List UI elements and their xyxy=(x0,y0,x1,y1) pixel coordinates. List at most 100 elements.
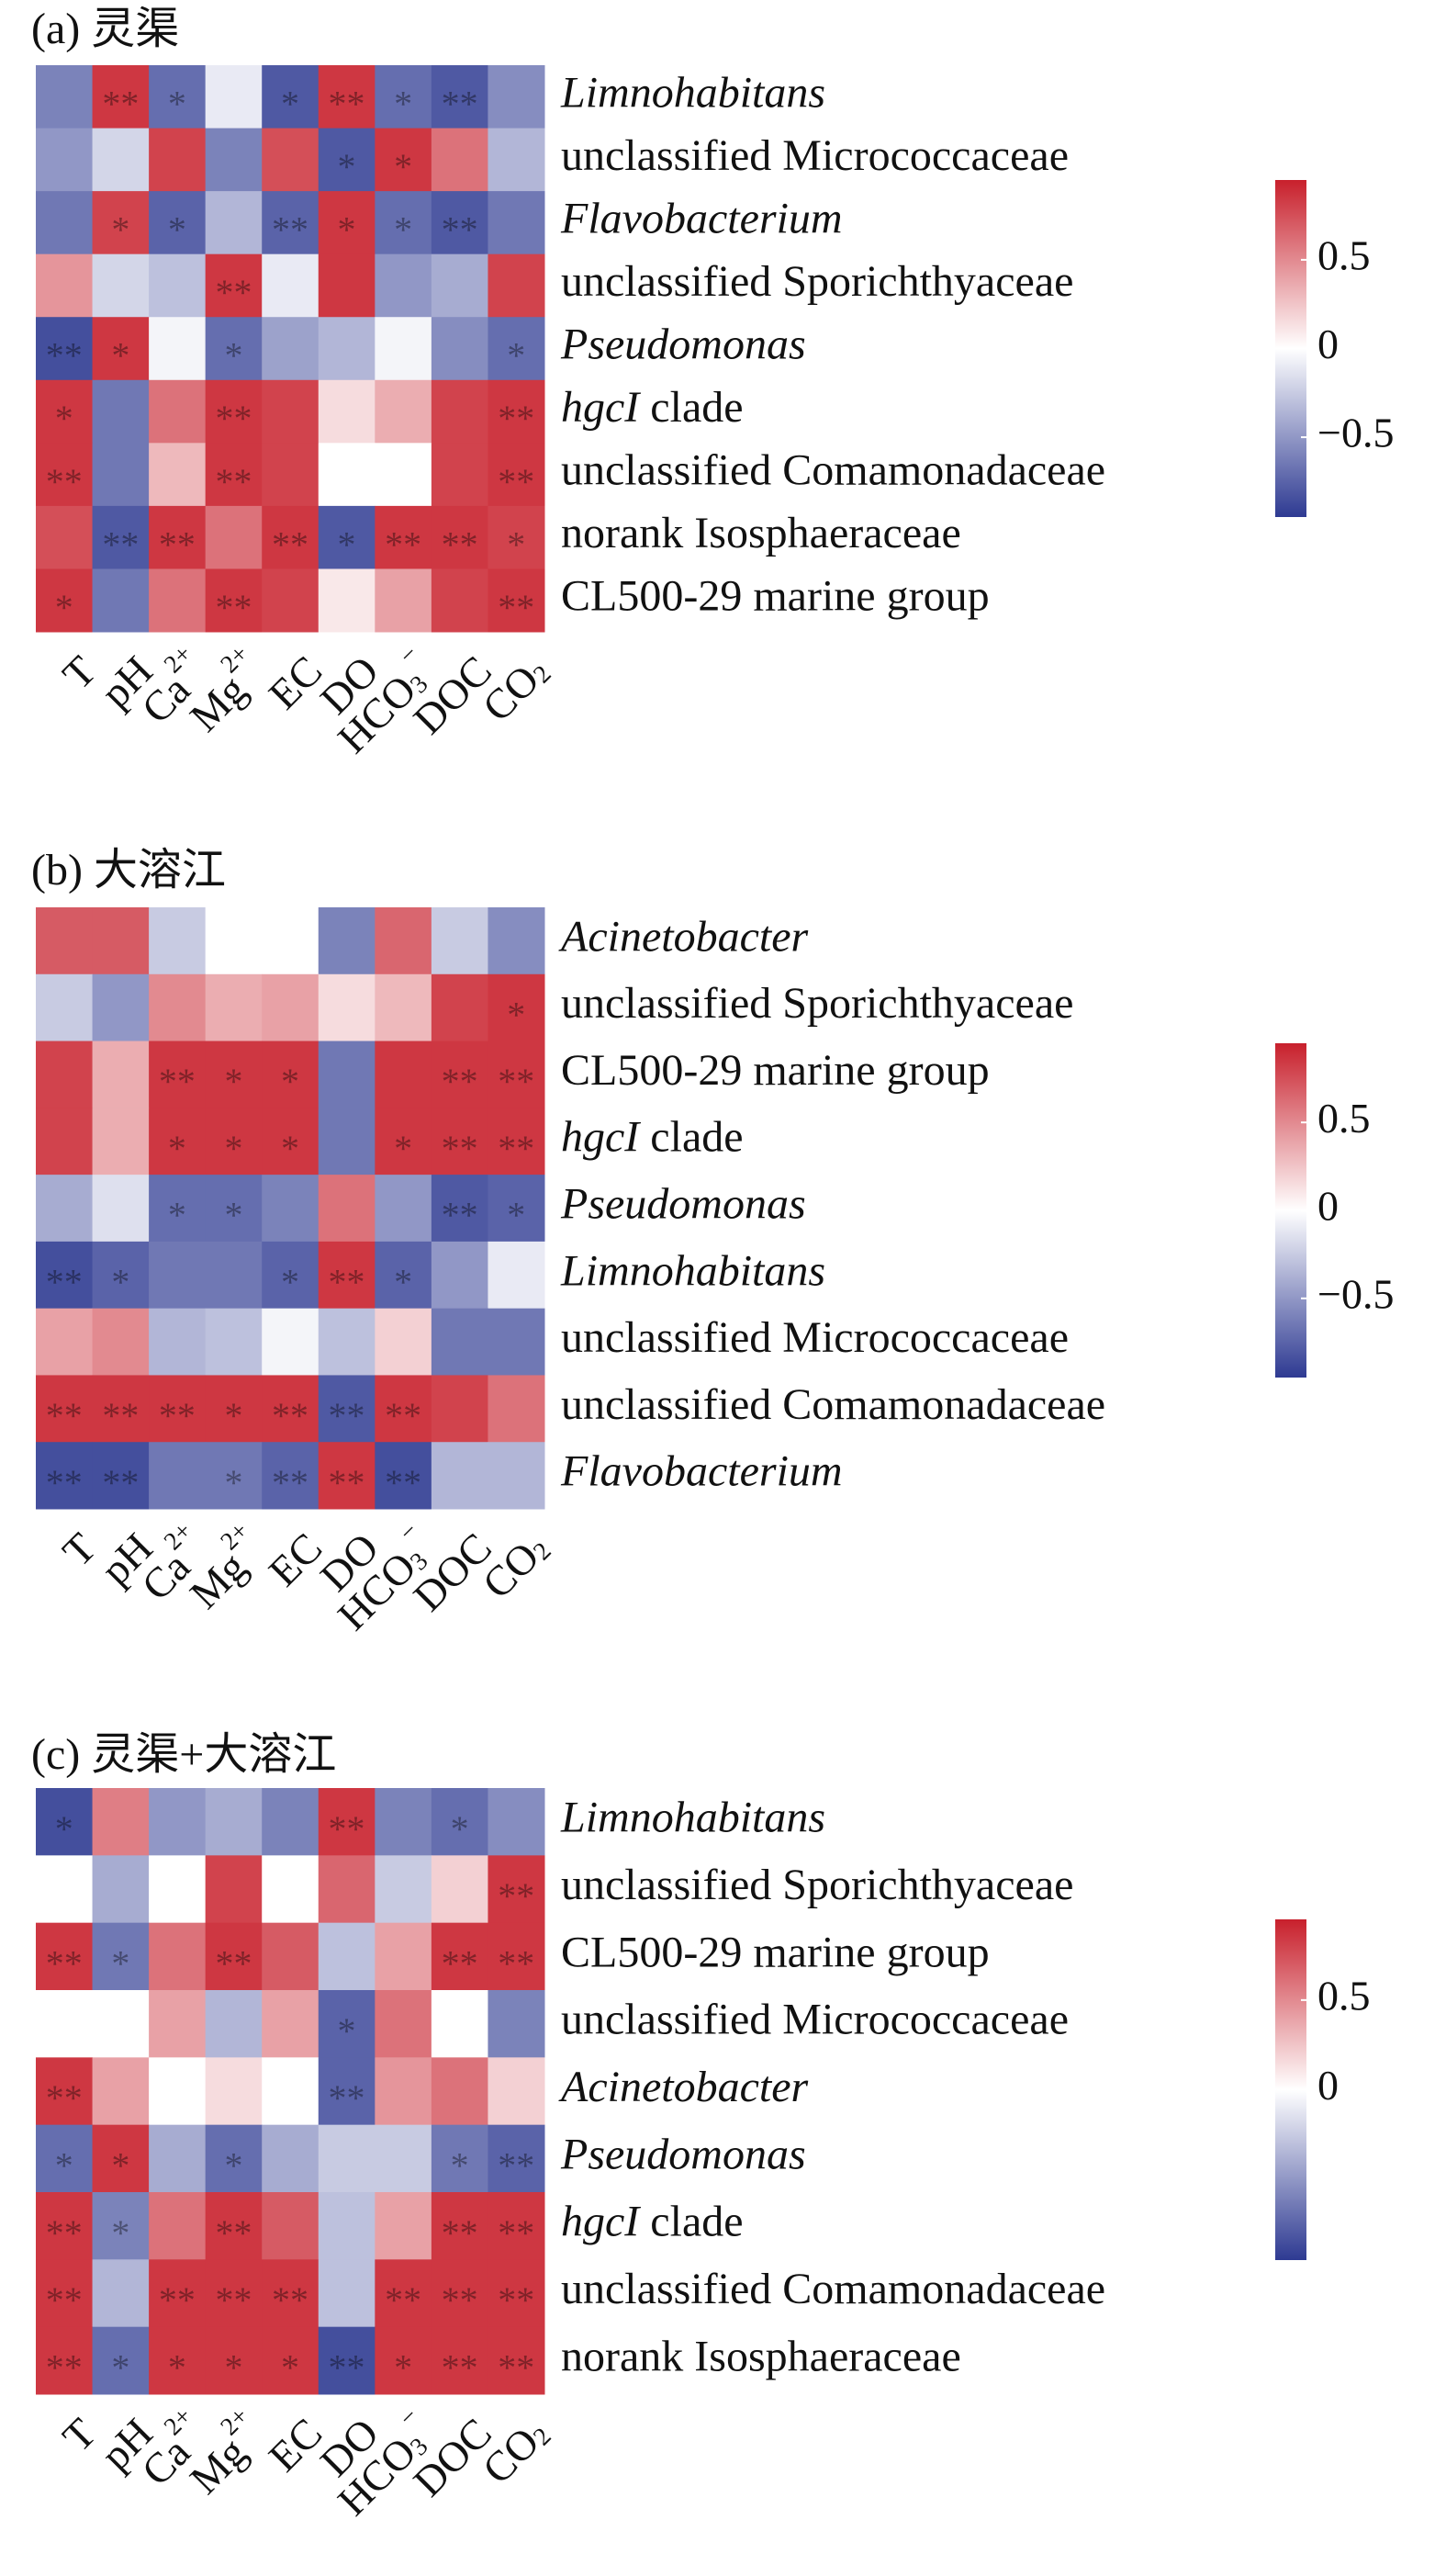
colorbar-tick-label: 0 xyxy=(1317,321,1339,367)
heatmap-cell xyxy=(149,1922,207,1991)
significance-label: ** xyxy=(385,2279,421,2321)
row-label: hgcI clade xyxy=(561,1113,744,1162)
significance-label: * xyxy=(281,83,299,124)
heatmap-cell xyxy=(262,907,319,975)
significance-label: ** xyxy=(159,1061,196,1102)
heatmap-cell xyxy=(205,1922,263,1991)
row-label: unclassified Comamonadaceae xyxy=(561,2265,1105,2313)
heatmap-cell xyxy=(488,1375,545,1443)
heatmap-cell xyxy=(262,191,319,255)
significance-label: * xyxy=(451,1808,469,1850)
significance-label: * xyxy=(168,209,186,251)
significance-label: ** xyxy=(46,2212,83,2254)
heatmap-cell xyxy=(262,1241,319,1310)
significance-label: ** xyxy=(329,1462,365,1503)
heatmap-cell xyxy=(375,2192,432,2260)
heatmap-cell xyxy=(488,443,545,507)
significance-label: ** xyxy=(385,523,421,565)
heatmap-cell xyxy=(36,973,94,1042)
heatmap-cell xyxy=(262,1788,319,1856)
row-label: unclassified Comamonadaceae xyxy=(561,446,1105,495)
heatmap-cell xyxy=(36,1922,94,1991)
heatmap-cell xyxy=(262,379,319,444)
heatmap-cell xyxy=(431,1922,488,1991)
heatmap-cell xyxy=(205,1375,263,1443)
heatmap-cell xyxy=(375,505,432,569)
significance-label: ** xyxy=(442,2347,478,2389)
significance-label: * xyxy=(507,523,525,565)
significance-label: ** xyxy=(272,209,308,251)
heatmap-cell xyxy=(318,907,376,975)
heatmap-cell xyxy=(205,379,263,444)
row-label: norank Isosphaeraceae xyxy=(561,509,961,557)
significance-label: ** xyxy=(442,1061,478,1102)
heatmap-cell xyxy=(149,2124,207,2193)
heatmap-cell xyxy=(36,1855,94,1924)
significance-label: ** xyxy=(46,2279,83,2321)
heatmap-cell xyxy=(205,1175,263,1243)
row-label: CL500-29 marine group xyxy=(561,1046,990,1095)
significance-label: ** xyxy=(329,1808,365,1850)
heatmap-cell xyxy=(431,1375,488,1443)
significance-label: ** xyxy=(46,1261,83,1302)
heatmap-cell xyxy=(149,191,207,255)
heatmap-cell xyxy=(149,1855,207,1924)
heatmap-cell xyxy=(149,1041,207,1108)
heatmap-cell xyxy=(36,1175,94,1243)
significance-label: ** xyxy=(272,2279,308,2321)
heatmap-cell xyxy=(149,1175,207,1243)
significance-label: * xyxy=(55,587,73,628)
significance-label: ** xyxy=(442,2212,478,2254)
significance-label: ** xyxy=(498,2347,534,2389)
heatmap-cell xyxy=(375,128,432,192)
heatmap-cell xyxy=(375,1241,432,1310)
row-label: unclassified Micrococcaceae xyxy=(561,1313,1069,1362)
heatmap-cell xyxy=(262,1922,319,1991)
heatmap-cell xyxy=(431,505,488,569)
significance-label: * xyxy=(507,1195,525,1236)
row-label: hgcI clade xyxy=(561,383,744,432)
heatmap-cell xyxy=(92,2259,150,2328)
significance-label: ** xyxy=(102,523,139,565)
heatmap-cell xyxy=(318,505,376,569)
heatmap-cell xyxy=(431,1442,488,1510)
heatmap-cell xyxy=(36,2259,94,2328)
heatmap-cell xyxy=(318,1375,376,1443)
significance-label: ** xyxy=(102,1462,139,1503)
heatmap-cell xyxy=(431,317,488,381)
heatmap-cell xyxy=(262,2124,319,2193)
heatmap-cell xyxy=(92,1442,150,1510)
heatmap-cell xyxy=(262,2326,319,2395)
heatmap-cell xyxy=(36,1108,94,1176)
heatmap-cell xyxy=(92,317,150,381)
significance-label: ** xyxy=(46,2077,83,2119)
heatmap-cell xyxy=(431,973,488,1042)
heatmap-cell xyxy=(488,2057,545,2126)
heatmap-cell xyxy=(318,253,376,318)
heatmap-cell xyxy=(488,2192,545,2260)
heatmap-cell xyxy=(488,2124,545,2193)
significance-label: ** xyxy=(215,2279,252,2321)
heatmap-cell xyxy=(262,2057,319,2126)
heatmap-cell xyxy=(205,191,263,255)
heatmap-cell xyxy=(149,973,207,1042)
heatmap-cell xyxy=(318,2326,376,2395)
heatmap-cell xyxy=(149,2259,207,2328)
heatmap-cell xyxy=(36,65,94,129)
heatmap-cell xyxy=(92,1788,150,1856)
heatmap-cell xyxy=(92,191,150,255)
significance-label: ** xyxy=(329,2077,365,2119)
column-label: T xyxy=(53,1524,105,1575)
row-label: unclassified Comamonadaceae xyxy=(561,1380,1105,1429)
significance-label: ** xyxy=(498,1943,534,1985)
row-label: Pseudomonas xyxy=(560,321,806,369)
significance-label: * xyxy=(168,1195,186,1236)
significance-label: * xyxy=(281,1128,299,1169)
heatmap-cell xyxy=(375,65,432,129)
heatmap-cell xyxy=(205,1442,263,1510)
row-label: Acinetobacter xyxy=(558,912,809,961)
heatmap-cell xyxy=(318,1308,376,1376)
heatmap-cell xyxy=(262,568,319,633)
heatmap-cell xyxy=(149,907,207,975)
significance-label: ** xyxy=(442,2279,478,2321)
